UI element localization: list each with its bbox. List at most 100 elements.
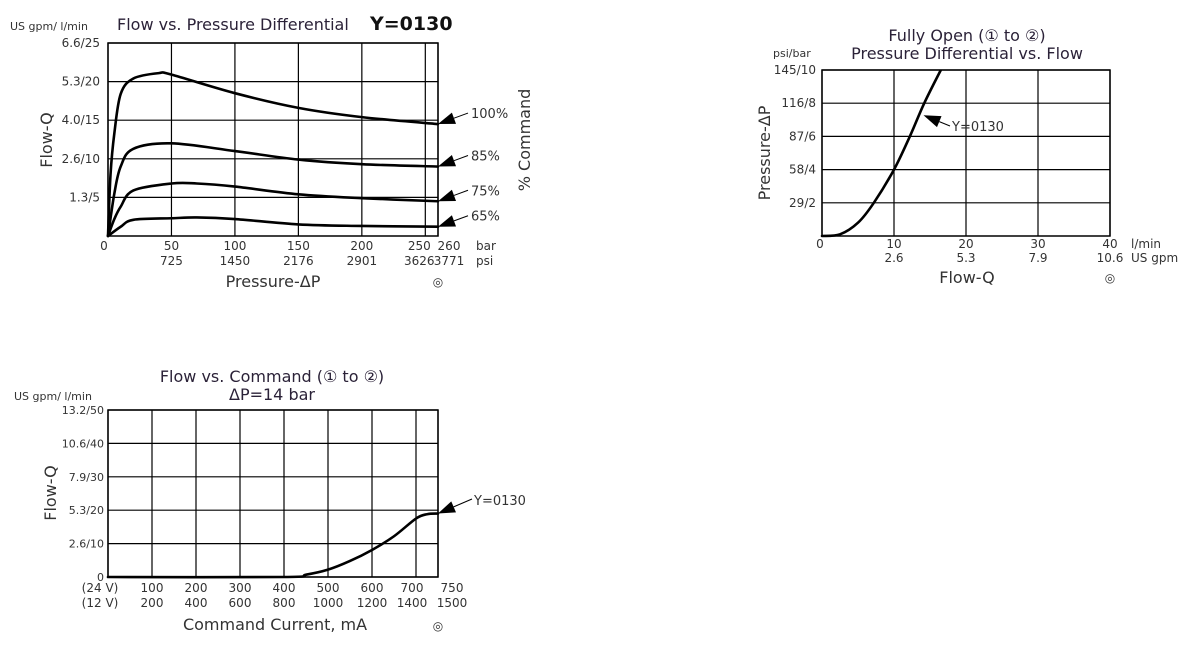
chart3-y-tick-label: 10.6/40 <box>62 437 104 450</box>
chart2-y-tick-label: 145/10 <box>774 63 816 77</box>
chart1-series-line <box>106 142 440 238</box>
chart1-x-tick-label-secondary: 3771 <box>434 254 465 268</box>
chart3-x-tick-label: 750 <box>441 581 464 595</box>
chart1-series-label: 85% <box>471 150 500 165</box>
chart1-x-tick-label: 260 <box>438 239 461 253</box>
chart1-series-label: 100% <box>471 107 508 122</box>
chart1-x-unit-secondary: psi <box>476 254 493 268</box>
chart1-x-tick-label-secondary: 3626 <box>404 254 435 268</box>
chart3-y-tick-label: 13.2/50 <box>62 404 104 417</box>
chart1-y-axis-label: Flow-Q <box>37 112 56 167</box>
chart2-y-tick-label: 29/2 <box>789 196 816 210</box>
chart3-y-unit-label: US gpm/ l/min <box>14 390 92 403</box>
chart1-x-axis-label: Pressure-ΔP <box>226 272 321 291</box>
chart1-series-arrow-line <box>453 215 469 222</box>
chart3-y-tick-label: 2.6/10 <box>69 538 104 551</box>
chart1-y-tick-label: 2.6/10 <box>62 152 100 166</box>
chart3-y-tick-label: 5.3/20 <box>69 504 104 517</box>
chart1-x-tick-label-secondary: 725 <box>160 254 183 268</box>
chart1-series-arrow-line <box>453 155 469 162</box>
chart1-model-label: Y=0130 <box>369 13 453 35</box>
chart1-title: Flow vs. Pressure Differential <box>117 15 349 34</box>
chart3-x-tick-label-secondary: (12 V) <box>82 596 119 610</box>
chart3-title: Flow vs. Command (① to ②) <box>160 367 384 386</box>
chart3-series-arrow-line <box>453 498 473 508</box>
chart3-y-axis-label: Flow-Q <box>41 465 60 520</box>
chart2-title: Fully Open (① to ②) <box>888 26 1045 45</box>
chart3-x-tick-label-secondary: 600 <box>229 596 252 610</box>
chart2-y-unit-label: psi/bar <box>773 47 811 60</box>
chart1-series-arrow-head <box>438 189 457 202</box>
chart2-marker-icon: ◎ <box>1105 271 1115 285</box>
chart2-y-tick-label: 58/4 <box>789 163 816 177</box>
chart2-x-tick-label: 40 <box>1102 237 1117 251</box>
chart1-y-unit-label: US gpm/ l/min <box>10 20 88 33</box>
chart1-x-unit: bar <box>476 239 496 253</box>
chart1-x-tick-label: 50 <box>164 239 179 253</box>
chart1-marker-icon: ◎ <box>433 275 443 289</box>
chart1-y-tick-label: 4.0/15 <box>62 113 100 127</box>
chart2-plot-frame <box>821 69 1111 237</box>
chart1-x-tick-label: 0 <box>100 239 108 253</box>
chart1-x-tick-label-secondary: 1450 <box>220 254 251 268</box>
chart3-x-tick-label-secondary: 1400 <box>397 596 428 610</box>
chart3-x-tick-label: 100 <box>141 581 164 595</box>
chart1-x-tick-label: 250 <box>408 239 431 253</box>
chart2-series-line <box>820 70 943 238</box>
chart3-x-tick-label-secondary: 200 <box>141 596 164 610</box>
chart1-series-arrow-line <box>453 112 469 119</box>
chart3-x-tick-label-secondary: 1500 <box>437 596 468 610</box>
chart1-plot-frame <box>107 42 439 237</box>
chart2-x-tick-label: 0 <box>816 237 824 251</box>
chart3-x-tick-label-secondary: 1000 <box>313 596 344 610</box>
chart3-x-tick-label: 200 <box>185 581 208 595</box>
chart3-x-tick-label-secondary: 1200 <box>357 596 388 610</box>
chart1-series-line <box>106 71 440 238</box>
chart2-series-arrow-head <box>923 115 942 128</box>
chart2-subtitle: Pressure Differential vs. Flow <box>851 44 1083 63</box>
chart3-marker-icon: ◎ <box>433 619 443 633</box>
chart1-series-arrow-line <box>453 189 469 196</box>
chart2-y-tick-label: 87/6 <box>789 129 816 143</box>
chart1-series-label: 75% <box>471 184 500 199</box>
chart3-x-axis-label: Command Current, mA <box>183 615 367 634</box>
chart2-series-label: Y=0130 <box>951 120 1004 135</box>
chart3-series-line <box>106 512 440 579</box>
chart1-y-tick-label: 6.6/25 <box>62 36 100 50</box>
chart2-x-tick-label-secondary: 5.3 <box>956 251 975 265</box>
chart3-x-tick-label: 300 <box>229 581 252 595</box>
chart2-x-unit: l/min <box>1131 237 1161 251</box>
chart3-series-label: Y=0130 <box>473 494 526 509</box>
chart3-x-tick-label: 500 <box>317 581 340 595</box>
chart3-y-tick-label: 0 <box>97 571 104 584</box>
chart2-y-axis-label: Pressure-ΔP <box>755 105 774 200</box>
chart-marks: 0 507251001450150217620029012503626260377… <box>62 36 1124 610</box>
chart3-x-tick-label: 600 <box>361 581 384 595</box>
chart2-x-tick-label: 30 <box>1030 237 1045 251</box>
chart3-x-tick-label: 400 <box>273 581 296 595</box>
chart1-series-arrow-head <box>438 155 457 167</box>
chart3-y-tick-label: 7.9/30 <box>69 471 104 484</box>
chart1-right-label: % Command <box>515 89 534 192</box>
chart3-plot-frame <box>107 409 439 578</box>
chart3-x-tick-label-secondary: 400 <box>185 596 208 610</box>
chart1-y-tick-label: 5.3/20 <box>62 75 100 89</box>
chart2-x-tick-label: 10 <box>886 237 901 251</box>
chart2-y-tick-label: 116/8 <box>781 96 816 110</box>
chart3-x-tick-label-secondary: 800 <box>273 596 296 610</box>
chart1-series-label: 65% <box>471 210 500 225</box>
chart3-subtitle: ΔP=14 bar <box>229 385 315 404</box>
chart2-x-tick-label-secondary: 7.9 <box>1028 251 1047 265</box>
chart1-x-tick-label: 150 <box>287 239 310 253</box>
chart3-x-tick-label: 700 <box>401 581 424 595</box>
chart1-x-tick-label-secondary: 2901 <box>347 254 378 268</box>
chart1-x-tick-label: 100 <box>223 239 246 253</box>
chart2-x-unit-secondary: US gpm <box>1131 251 1178 265</box>
chart3-x-tick-label: (24 V) <box>82 581 119 595</box>
chart1-series-line <box>106 216 440 238</box>
chart3-series-arrow-head <box>438 501 456 514</box>
chart2-x-tick-label: 20 <box>958 237 973 251</box>
chart1-x-tick-label-secondary: 2176 <box>283 254 314 268</box>
chart1-series-line <box>106 181 440 238</box>
